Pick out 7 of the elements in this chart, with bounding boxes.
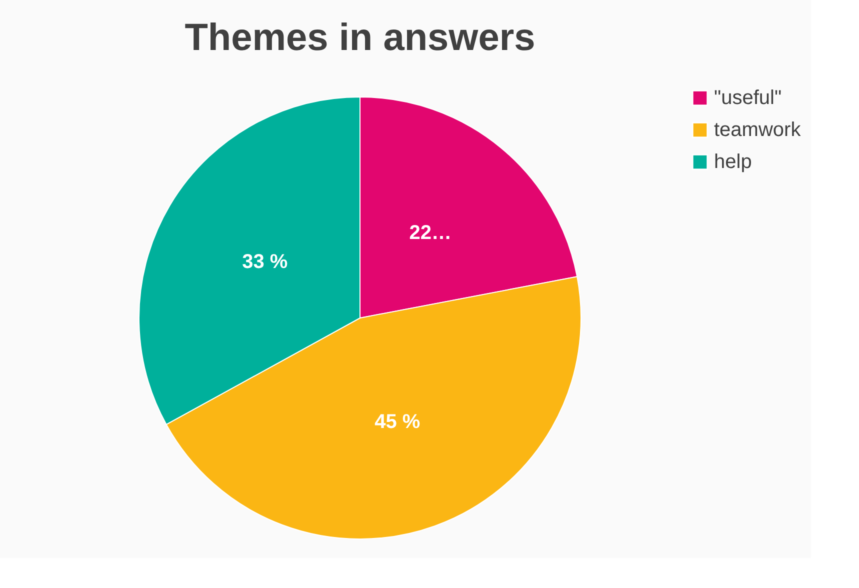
legend-label: teamwork bbox=[714, 119, 802, 141]
data-label: 22… bbox=[409, 222, 452, 244]
data-label: 33 % bbox=[242, 250, 288, 273]
chart-title: Themes in answers bbox=[184, 17, 536, 59]
data-label: 45 % bbox=[374, 410, 420, 433]
legend-label: help bbox=[714, 151, 752, 173]
legend-label: "useful" bbox=[714, 87, 782, 109]
